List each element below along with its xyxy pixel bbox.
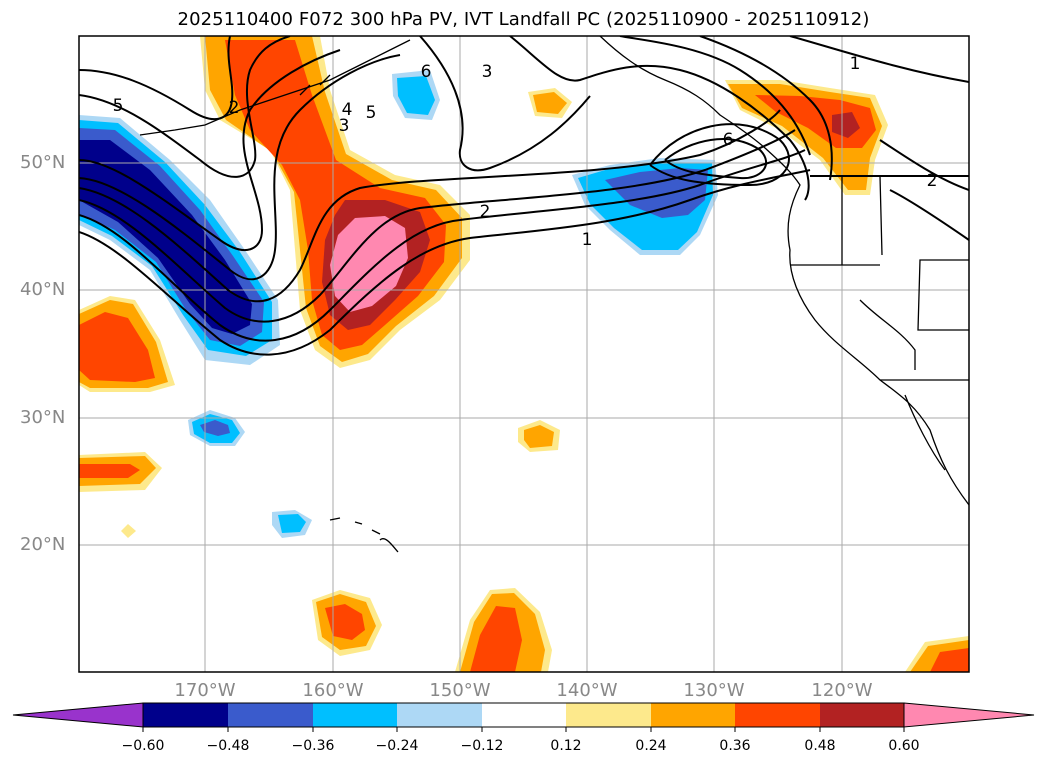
lon-label-170w: 170°W bbox=[174, 680, 236, 701]
pv-positive-region-sw bbox=[79, 464, 140, 478]
gridlines bbox=[79, 36, 969, 672]
contour-label: 2 bbox=[228, 98, 240, 118]
pv-positive-small bbox=[524, 425, 554, 448]
colorbar-segment bbox=[313, 703, 397, 727]
colorbar-segment bbox=[566, 703, 651, 727]
colorbar-segment bbox=[143, 703, 228, 727]
lat-label-50n: 50°N bbox=[20, 152, 66, 173]
pv-shading bbox=[79, 36, 969, 672]
coastlines bbox=[139, 36, 969, 553]
colorbar-segment bbox=[820, 703, 904, 727]
lon-label-140w: 140°W bbox=[556, 680, 618, 701]
map-title: 2025110400 F072 300 hPa PV, IVT Landfall… bbox=[177, 9, 870, 30]
colorbar-segment bbox=[228, 703, 313, 727]
map-frame bbox=[78, 35, 970, 673]
contour-lines bbox=[79, 36, 969, 356]
pv-positive-region-south bbox=[470, 606, 522, 672]
lat-label-20n: 20°N bbox=[20, 534, 66, 555]
colorbar-tick-label: −0.24 bbox=[375, 738, 419, 754]
pv-positive-region-south bbox=[325, 604, 365, 640]
colorbar-segment bbox=[482, 703, 566, 727]
lat-label-40n: 40°N bbox=[20, 279, 66, 300]
pv-positive-small bbox=[121, 524, 136, 538]
colorbar-tick-label: −0.36 bbox=[291, 738, 335, 754]
contour-label: 1 bbox=[849, 54, 861, 74]
lon-label-120w: 120°W bbox=[811, 680, 873, 701]
lat-label-30n: 30°N bbox=[20, 407, 66, 428]
colorbar-tick-label: −0.12 bbox=[460, 738, 504, 754]
colorbar-segment bbox=[735, 703, 820, 727]
pv-positive-region-west bbox=[79, 312, 155, 382]
lon-label-160w: 160°W bbox=[302, 680, 364, 701]
colorbar-frame bbox=[142, 702, 905, 728]
contour-label: 5 bbox=[365, 103, 377, 123]
colorbar-extend-low bbox=[12, 702, 144, 728]
pv-positive-region-central bbox=[330, 216, 408, 312]
contour-label: 2 bbox=[479, 202, 491, 222]
contour-label: 4 bbox=[341, 100, 353, 120]
pv-negative-region-nw bbox=[79, 140, 252, 334]
pv-positive-region-se bbox=[930, 648, 969, 672]
pv-negative-small bbox=[278, 514, 306, 533]
lon-label-150w: 150°W bbox=[429, 680, 491, 701]
colorbar-tick-label: 0.24 bbox=[635, 738, 667, 754]
lon-label-130w: 130°W bbox=[683, 680, 745, 701]
contour-label: 6 bbox=[420, 62, 432, 82]
colorbar-segment bbox=[397, 703, 482, 727]
contour-label: 3 bbox=[338, 116, 350, 136]
pv-negative-small bbox=[200, 420, 230, 436]
colorbar-extend-high bbox=[903, 702, 1035, 728]
contour-label: 2 bbox=[926, 171, 938, 191]
pv-positive-small bbox=[533, 92, 567, 114]
contour-label: 3 bbox=[481, 62, 493, 82]
pv-positive-region-ne bbox=[832, 112, 860, 138]
colorbar-segment bbox=[651, 703, 735, 727]
colorbar-tick-label: 0.48 bbox=[804, 738, 836, 754]
colorbar-tick-label: −0.60 bbox=[121, 738, 165, 754]
pv-negative-region-central bbox=[605, 168, 708, 218]
colorbar-tick-label: 0.12 bbox=[550, 738, 582, 754]
colorbar bbox=[12, 702, 1035, 732]
contour-label: 6 bbox=[722, 130, 734, 150]
contour-label: 1 bbox=[581, 230, 593, 250]
colorbar-tick-label: −0.48 bbox=[206, 738, 250, 754]
colorbar-tick-label: 0.60 bbox=[888, 738, 920, 754]
contour-label: 5 bbox=[112, 96, 124, 116]
colorbar-tick-label: 0.36 bbox=[719, 738, 751, 754]
pv-negative-region-gulf bbox=[397, 76, 435, 115]
